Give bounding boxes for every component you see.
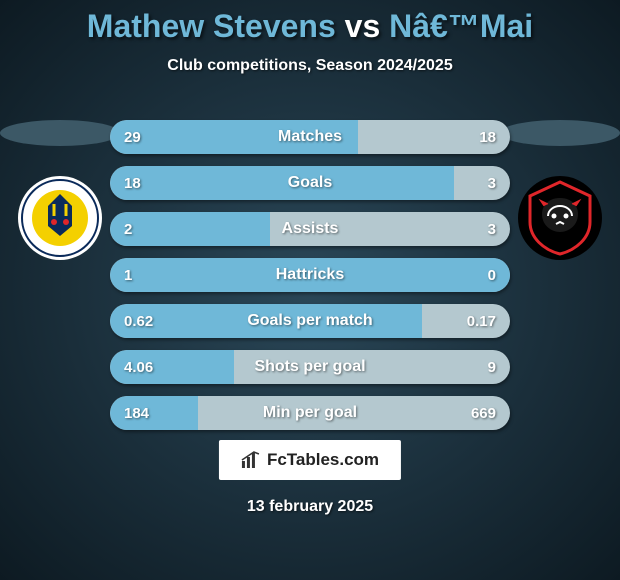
stat-label: Assists (110, 212, 510, 246)
left-club-crest (18, 176, 102, 260)
stat-value-right: 3 (488, 212, 496, 246)
brand-chart-icon (241, 451, 261, 469)
stat-value-right: 669 (471, 396, 496, 430)
subtitle: Club competitions, Season 2024/2025 (0, 57, 620, 75)
stat-row: 0.62Goals per match0.17 (110, 304, 510, 338)
stat-value-right: 18 (479, 120, 496, 154)
right-club-crest (518, 176, 602, 260)
stat-row: 4.06Shots per goal9 (110, 350, 510, 384)
stat-row: 29Matches18 (110, 120, 510, 154)
vs-text: vs (345, 8, 381, 44)
brand-text: FcTables.com (267, 450, 379, 470)
stat-row: 1Hattricks0 (110, 258, 510, 292)
stat-label: Goals (110, 166, 510, 200)
afc-wimbledon-icon (18, 176, 102, 260)
left-crest-area (0, 120, 120, 260)
right-crest-area (500, 120, 620, 260)
player1-name: Mathew Stevens (87, 8, 336, 44)
salford-city-icon (518, 176, 602, 260)
date: 13 february 2025 (0, 498, 620, 516)
stat-label: Min per goal (110, 396, 510, 430)
comparison-title: Mathew Stevens vs Nâ€™Mai (0, 0, 620, 45)
stat-row: 2Assists3 (110, 212, 510, 246)
stat-value-right: 9 (488, 350, 496, 384)
stat-label: Hattricks (110, 258, 510, 292)
ellipse-shadow-right (500, 120, 620, 146)
stat-value-right: 0 (488, 258, 496, 292)
stat-label: Shots per goal (110, 350, 510, 384)
stat-label: Matches (110, 120, 510, 154)
stat-row: 18Goals3 (110, 166, 510, 200)
stat-row: 184Min per goal669 (110, 396, 510, 430)
brand-box: FcTables.com (219, 440, 401, 480)
stat-label: Goals per match (110, 304, 510, 338)
stat-value-right: 0.17 (467, 304, 496, 338)
player2-name: Nâ€™Mai (389, 8, 533, 44)
stats-container: 29Matches1818Goals32Assists31Hattricks00… (110, 120, 510, 442)
stat-value-right: 3 (488, 166, 496, 200)
ellipse-shadow-left (0, 120, 120, 146)
